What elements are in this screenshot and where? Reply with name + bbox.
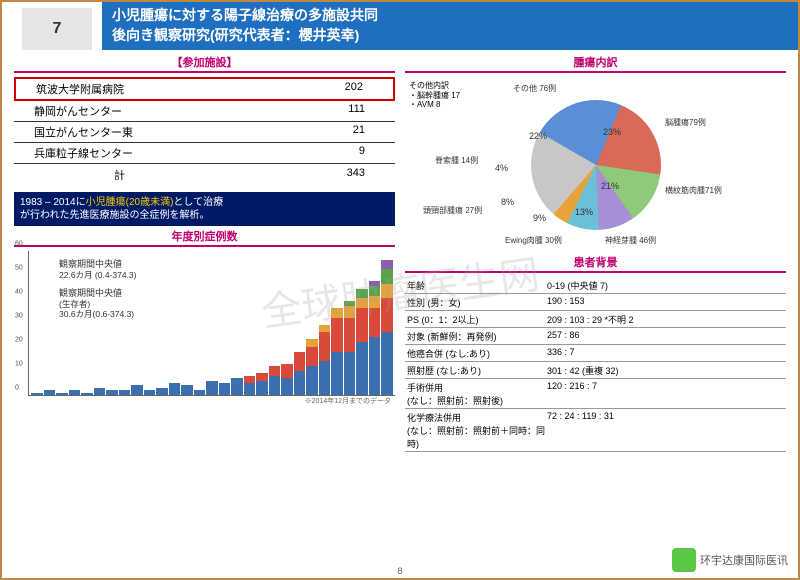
- tumor-pie-chart: [531, 100, 661, 230]
- year-bar: [106, 390, 118, 395]
- year-bar: [244, 376, 256, 395]
- year-bar: [381, 260, 393, 395]
- facility-row: 兵庫粒子線センター9: [14, 143, 395, 164]
- bg-row: 手術併用 (なし：照射前：照射後)120 : 216 : 7: [405, 379, 786, 409]
- bg-row: 性別 (男：女)190 : 153: [405, 294, 786, 311]
- other-note-t: その他内訳: [409, 81, 460, 91]
- pie-pct: 23%: [603, 127, 621, 137]
- year-bar: [156, 388, 168, 395]
- pie-pct: 22%: [529, 131, 547, 141]
- year-bar: [194, 390, 206, 395]
- year-bar: [131, 385, 143, 395]
- year-bar: [119, 390, 131, 395]
- pie-label: その他 76例: [513, 85, 556, 94]
- facility-row: 静岡がんセンター111: [14, 101, 395, 122]
- footer-brand-text: 环宇达康国际医讯: [700, 552, 788, 568]
- facility-table: 筑波大学附属病院202静岡がんセンター111国立がんセンター東21兵庫粒子線セン…: [14, 77, 395, 186]
- note-box: 1983 – 2014に小児腫瘍(20歳未満)として治療 が行われた先進医療施設…: [14, 192, 395, 226]
- year-bar: [269, 366, 281, 395]
- yearly-title: 年度別症例数: [14, 228, 395, 247]
- background-title: 患者背景: [405, 254, 786, 273]
- year-bar: [256, 373, 268, 395]
- title-bar: 小児腫瘍に対する陽子線治療の多施設共同 後向き観察研究(研究代表者：櫻井英幸): [102, 2, 798, 50]
- bg-row: 他癌合併 (なし:あり)336 : 7: [405, 345, 786, 362]
- pie-pct: 8%: [501, 197, 514, 207]
- year-bar: [56, 393, 68, 395]
- pie-pct: 9%: [533, 213, 546, 223]
- facility-row: 国立がんセンター東21: [14, 122, 395, 143]
- title-line2: 後向き観察研究(研究代表者：櫻井英幸): [112, 26, 788, 46]
- year-bar: [344, 301, 356, 395]
- year-bar: [94, 388, 106, 395]
- bg-row: PS (0：1：2以上)209 : 103 : 29 *不明 2: [405, 311, 786, 328]
- year-bar: [44, 390, 56, 395]
- bg-row: 対象 (新鮮例：再発例)257 : 86: [405, 328, 786, 345]
- yearly-bar-chart: 観察期間中央値 22.6カ月 (0.4-374.3) 観察期間中央値 (生存者)…: [28, 251, 395, 396]
- pie-label: 横紋筋肉腫71例: [665, 187, 722, 196]
- bg-row: 照射歴 (なし:あり)301 : 42 (重複 32): [405, 362, 786, 379]
- header: 7 小児腫瘍に対する陽子線治療の多施設共同 後向き観察研究(研究代表者：櫻井英幸…: [2, 2, 798, 50]
- year-bar: [144, 390, 156, 395]
- pie-label: 頭頸部腫瘍 27例: [423, 207, 482, 216]
- year-bar: [306, 339, 318, 395]
- other-note-1: ・脳幹腫瘍 17: [409, 91, 460, 101]
- year-bar: [294, 352, 306, 395]
- facility-row: 筑波大学附属病院202: [14, 77, 395, 101]
- content: 【参加施設】 筑波大学附属病院202静岡がんセンター111国立がんセンター東21…: [2, 50, 798, 456]
- year-bar: [281, 364, 293, 395]
- bg-row: 化学療法併用 (なし：照射前：照射前＋同時：同時)72 : 24 : 119 :…: [405, 409, 786, 452]
- year-bar: [369, 281, 381, 395]
- year-bar: [81, 393, 93, 395]
- left-col: 【参加施設】 筑波大学附属病院202静岡がんセンター111国立がんセンター東21…: [14, 52, 395, 452]
- page-number: 8: [397, 566, 402, 576]
- year-bar: [331, 308, 343, 395]
- chat-icon: [672, 548, 696, 572]
- pie-label: 神経芽腫 46例: [605, 237, 656, 246]
- xnote: ※2014年12月までのデータ: [14, 396, 391, 406]
- other-note: その他内訳 ・脳幹腫瘍 17 ・AVM 8: [409, 81, 460, 110]
- note-line2: が行われた先進医療施設の全症例を解析。: [20, 210, 210, 221]
- background-table: 年齢0-19 (中央値 7)性別 (男：女)190 : 153PS (0：1：2…: [405, 277, 786, 452]
- facility-total: 計343: [14, 164, 395, 186]
- pie-pct: 4%: [495, 163, 508, 173]
- pie-pct: 21%: [601, 181, 619, 191]
- tumor-title: 腫瘍内訳: [405, 54, 786, 73]
- note-em: 小児腫瘍(20歳未満): [86, 197, 174, 208]
- year-bar: [206, 381, 218, 396]
- year-bar: [319, 325, 331, 395]
- year-bar: [169, 383, 181, 395]
- footer-brand: 环宇达康国际医讯: [672, 548, 788, 572]
- bg-row: 年齢0-19 (中央値 7): [405, 277, 786, 294]
- slide-number: 7: [22, 8, 92, 50]
- year-bar: [231, 378, 243, 395]
- pie-pct: 13%: [575, 207, 593, 217]
- note-span2: として治療: [173, 197, 223, 208]
- year-bar: [69, 390, 81, 395]
- pie-wrap: その他内訳 ・脳幹腫瘍 17 ・AVM 8 脳腫瘍79例 23% 横紋筋肉腫71例 2…: [405, 77, 786, 252]
- pie-label: 脳腫瘍79例: [665, 119, 706, 128]
- year-bar: [356, 289, 368, 395]
- year-bar: [181, 385, 193, 395]
- pie-label: Ewing肉腫 30例: [505, 237, 562, 246]
- right-col: 腫瘍内訳 その他内訳 ・脳幹腫瘍 17 ・AVM 8 脳腫瘍79例 23% 横紋筋肉…: [405, 52, 786, 452]
- title-line1: 小児腫瘍に対する陽子線治療の多施設共同: [112, 6, 788, 26]
- other-note-2: ・AVM 8: [409, 100, 460, 110]
- year-bar: [219, 383, 231, 395]
- pie-label: 脊索腫 14例: [435, 157, 478, 166]
- facilities-title: 【参加施設】: [14, 54, 395, 73]
- year-bar: [31, 393, 43, 395]
- note-span1: 1983 – 2014に: [20, 197, 86, 208]
